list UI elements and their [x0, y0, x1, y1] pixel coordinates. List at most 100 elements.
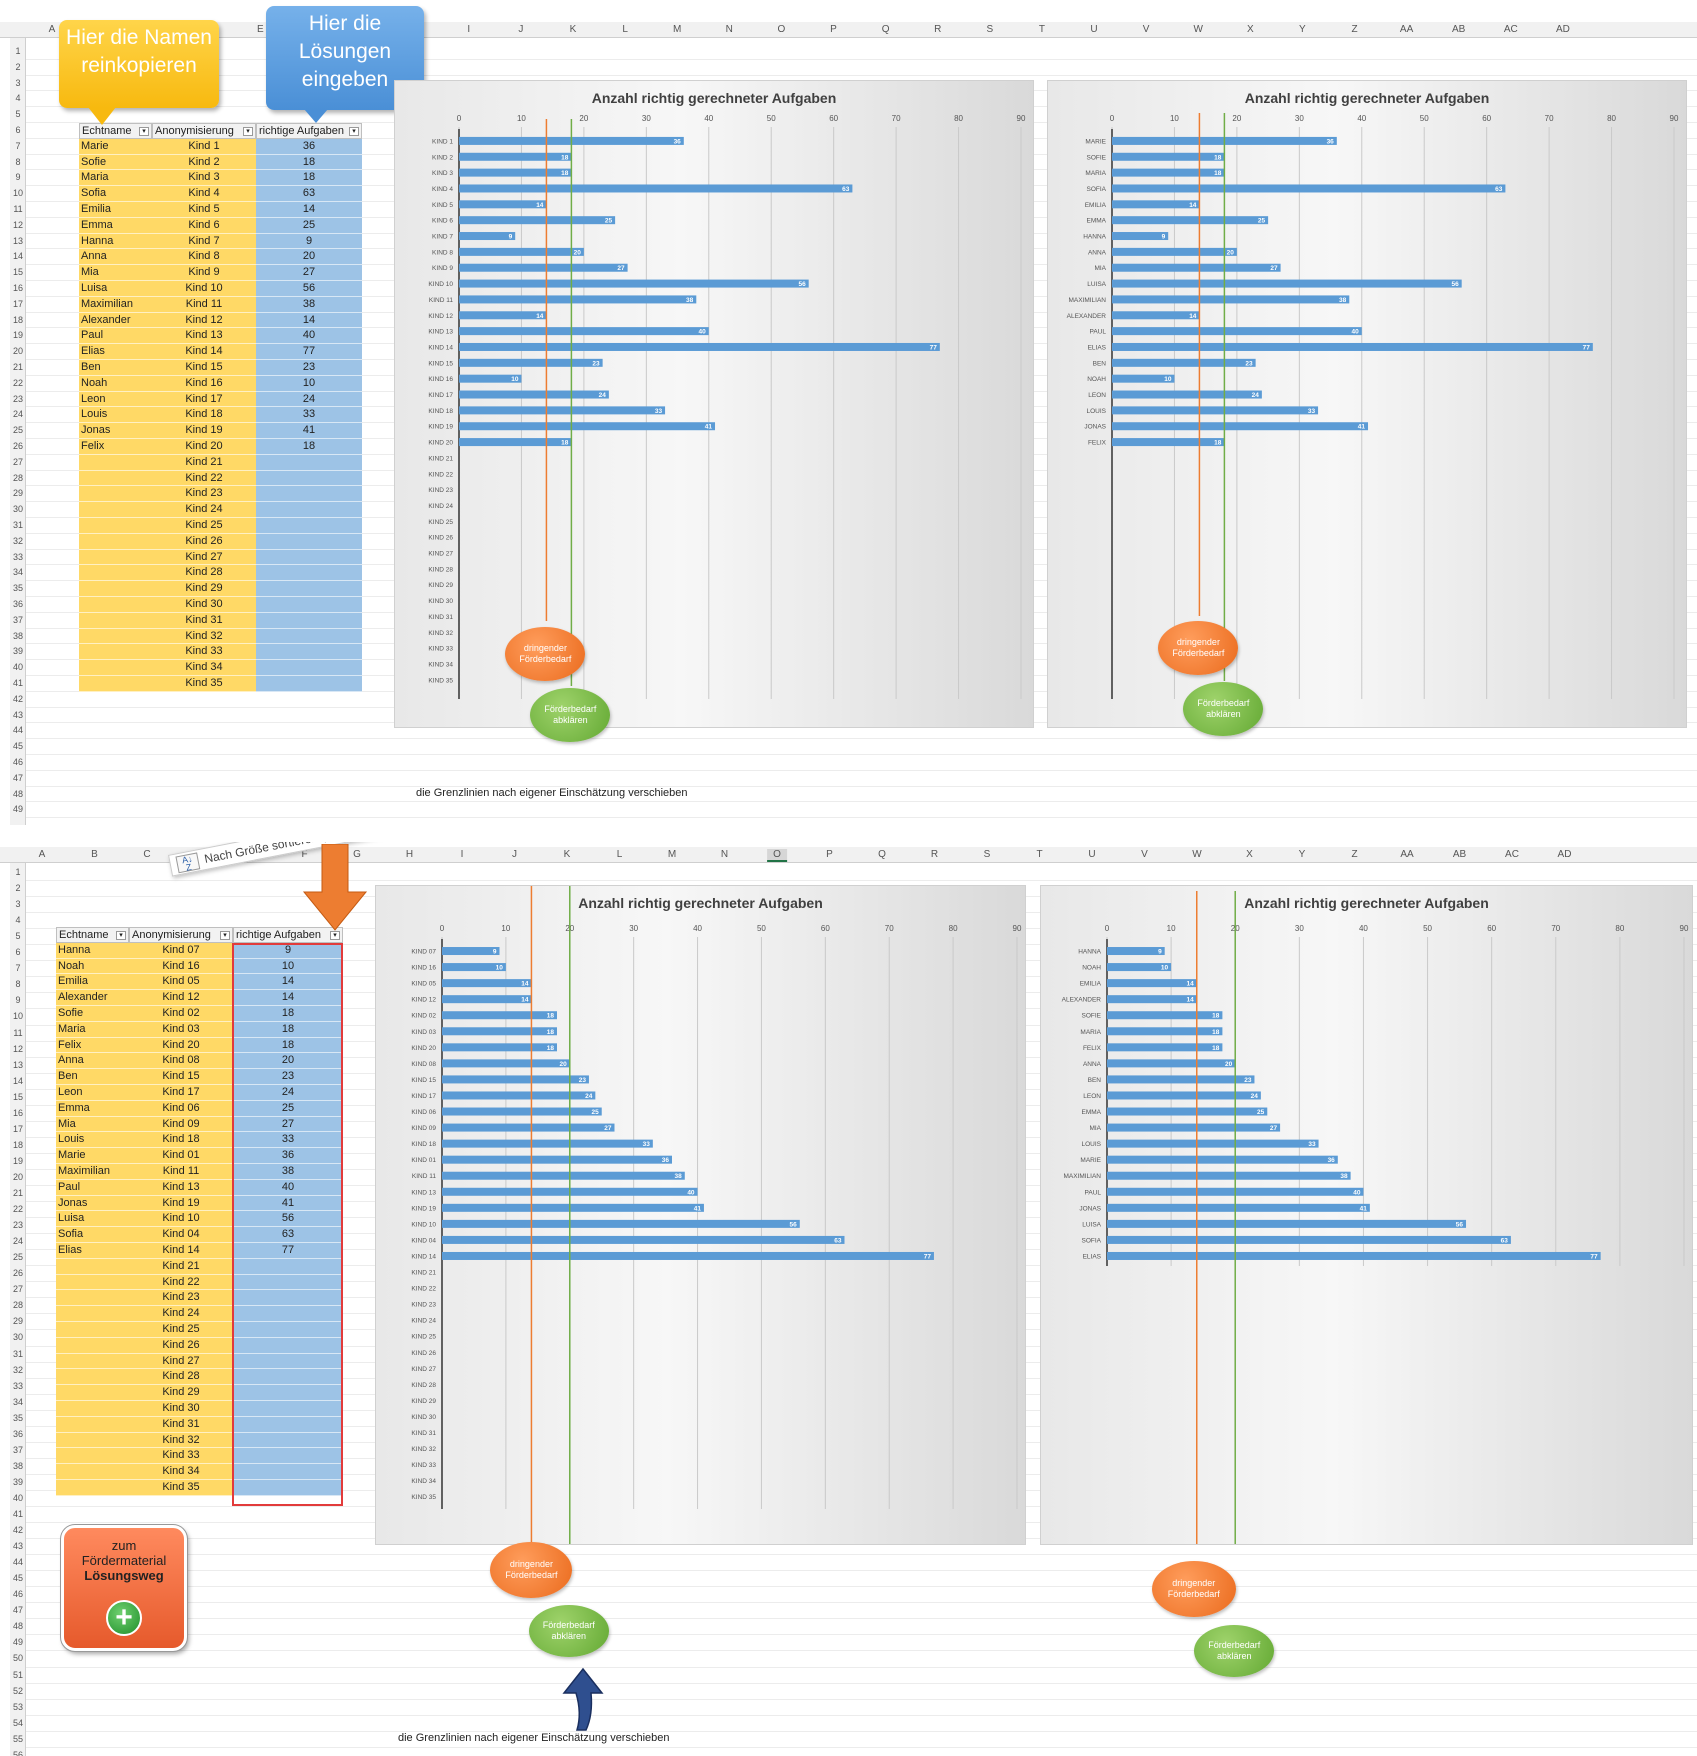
score-cell[interactable]: [233, 1432, 343, 1449]
score-cell[interactable]: 23: [233, 1069, 343, 1085]
column-header-z[interactable]: Z: [1351, 849, 1358, 860]
row-header-36[interactable]: 36: [12, 1428, 23, 1439]
column-header-i[interactable]: I: [460, 849, 464, 860]
name-cell[interactable]: Sofia: [56, 1227, 129, 1243]
bubble-urgent[interactable]: dringender Förderbedarf: [505, 627, 586, 681]
row-header-26[interactable]: 26: [12, 441, 23, 451]
row-header-19[interactable]: 19: [12, 1155, 23, 1166]
score-cell[interactable]: 14: [233, 974, 343, 991]
row-header-29[interactable]: 29: [12, 488, 23, 499]
row-header-23[interactable]: 23: [12, 1220, 23, 1231]
anon-cell[interactable]: Kind 5: [152, 202, 256, 218]
name-cell[interactable]: Mia: [79, 265, 152, 281]
column-header-aa[interactable]: AA: [1400, 849, 1414, 860]
row-header-40[interactable]: 40: [12, 1492, 23, 1503]
anon-cell[interactable]: Kind 18: [129, 1132, 233, 1149]
chart-names-unsorted[interactable]: Anzahl richtig gerechneter Aufgaben 0 10 2…: [1047, 80, 1687, 728]
anon-cell[interactable]: Kind 22: [129, 1274, 233, 1291]
anon-cell[interactable]: Kind 29: [152, 581, 256, 597]
score-cell[interactable]: 18: [256, 170, 362, 187]
chart-kinder-unsorted[interactable]: Anzahl richtig gerechneter Aufgaben 0 10 2…: [394, 80, 1034, 728]
anon-cell[interactable]: Kind 07: [129, 942, 233, 959]
score-cell[interactable]: 18: [233, 1006, 343, 1022]
name-cell[interactable]: [79, 644, 152, 661]
anon-cell[interactable]: Kind 35: [129, 1480, 233, 1496]
bubble-check[interactable]: Förderbedarf abklären: [1183, 682, 1264, 736]
row-header-16[interactable]: 16: [12, 1107, 23, 1118]
score-cell[interactable]: 10: [256, 375, 362, 392]
name-cell[interactable]: Maria: [79, 170, 152, 187]
column-header-bar[interactable]: ABCDEFGHIJKLMNOPQRSTUVWXYZAAABACAD: [0, 22, 1697, 38]
column-header-ad[interactable]: AD: [1555, 24, 1570, 35]
name-cell[interactable]: [79, 581, 152, 597]
column-header-j[interactable]: J: [512, 849, 517, 860]
column-header-t[interactable]: T: [1038, 24, 1045, 35]
anon-cell[interactable]: Kind 6: [152, 217, 256, 234]
row-header-43[interactable]: 43: [12, 709, 23, 720]
row-header-23[interactable]: 23: [12, 393, 23, 404]
row-header-40[interactable]: 40: [12, 662, 23, 673]
column-header-z[interactable]: Z: [1351, 24, 1358, 35]
name-cell[interactable]: [79, 628, 152, 645]
name-cell[interactable]: [56, 1274, 129, 1291]
column-header-ac[interactable]: AC: [1503, 24, 1518, 35]
name-cell[interactable]: [56, 1337, 129, 1354]
anon-cell[interactable]: Kind 26: [152, 533, 256, 550]
column-header-cell[interactable]: Anonymisierung ▾: [152, 123, 256, 139]
row-header-18[interactable]: 18: [12, 314, 23, 325]
row-header-49[interactable]: 49: [12, 804, 23, 815]
column-header-o[interactable]: O: [777, 24, 786, 35]
row-header-39[interactable]: 39: [12, 1476, 23, 1487]
anon-cell[interactable]: Kind 17: [129, 1085, 233, 1101]
row-header-44[interactable]: 44: [12, 725, 23, 736]
anon-cell[interactable]: Kind 2: [152, 154, 256, 171]
row-header-30[interactable]: 30: [12, 1332, 23, 1343]
filter-dropdown-icon[interactable]: ▾: [116, 931, 126, 940]
anon-cell[interactable]: Kind 12: [152, 312, 256, 329]
column-header-o[interactable]: O: [767, 849, 787, 862]
score-cell[interactable]: [256, 660, 362, 676]
anon-cell[interactable]: Kind 31: [152, 612, 256, 629]
name-cell[interactable]: Sofie: [79, 154, 152, 171]
row-header-41[interactable]: 41: [12, 1509, 23, 1519]
bubble-urgent[interactable]: dringender Förderbedarf: [490, 1542, 573, 1598]
row-header-51[interactable]: 51: [12, 1669, 23, 1680]
row-header-37[interactable]: 37: [12, 1444, 23, 1455]
score-cell[interactable]: [233, 1290, 343, 1307]
name-cell[interactable]: [79, 549, 152, 566]
column-header-ab[interactable]: AB: [1452, 24, 1466, 35]
row-header-46[interactable]: 46: [12, 1589, 23, 1600]
name-cell[interactable]: Paul: [56, 1179, 129, 1196]
name-cell[interactable]: [56, 1306, 129, 1322]
column-header-cell[interactable]: Echtname ▾: [79, 123, 152, 139]
score-cell[interactable]: 24: [256, 391, 362, 408]
name-cell[interactable]: [79, 518, 152, 534]
anon-cell[interactable]: Kind 33: [152, 644, 256, 661]
row-header-9[interactable]: 9: [15, 995, 21, 1006]
bubble-urgent[interactable]: dringender Förderbedarf: [1151, 1561, 1236, 1617]
column-header-cell[interactable]: Echtname ▾: [56, 927, 129, 943]
anon-cell[interactable]: Kind 1: [152, 138, 256, 155]
name-cell[interactable]: [56, 1480, 129, 1496]
column-header-y[interactable]: Y: [1299, 24, 1306, 35]
column-header-w[interactable]: W: [1193, 24, 1203, 35]
anon-cell[interactable]: Kind 04: [129, 1227, 233, 1243]
score-cell[interactable]: 25: [233, 1100, 343, 1117]
row-header-48[interactable]: 48: [12, 788, 23, 799]
name-cell[interactable]: Anna: [79, 249, 152, 266]
name-cell[interactable]: [56, 1464, 129, 1480]
column-header-b[interactable]: B: [91, 849, 98, 860]
row-header-7[interactable]: 7: [15, 140, 21, 151]
anon-cell[interactable]: Kind 33: [129, 1448, 233, 1465]
row-header-53[interactable]: 53: [12, 1701, 23, 1712]
row-header-15[interactable]: 15: [12, 1091, 23, 1102]
name-cell[interactable]: Leon: [56, 1085, 129, 1101]
anon-cell[interactable]: Kind 30: [129, 1401, 233, 1417]
score-cell[interactable]: [256, 454, 362, 471]
score-cell[interactable]: 14: [256, 312, 362, 329]
row-header-3[interactable]: 3: [15, 899, 21, 910]
name-cell[interactable]: Emilia: [79, 202, 152, 218]
score-cell[interactable]: [256, 628, 362, 645]
row-header-16[interactable]: 16: [12, 283, 23, 293]
bubble-check[interactable]: Förderbedarf abklären: [530, 688, 611, 742]
